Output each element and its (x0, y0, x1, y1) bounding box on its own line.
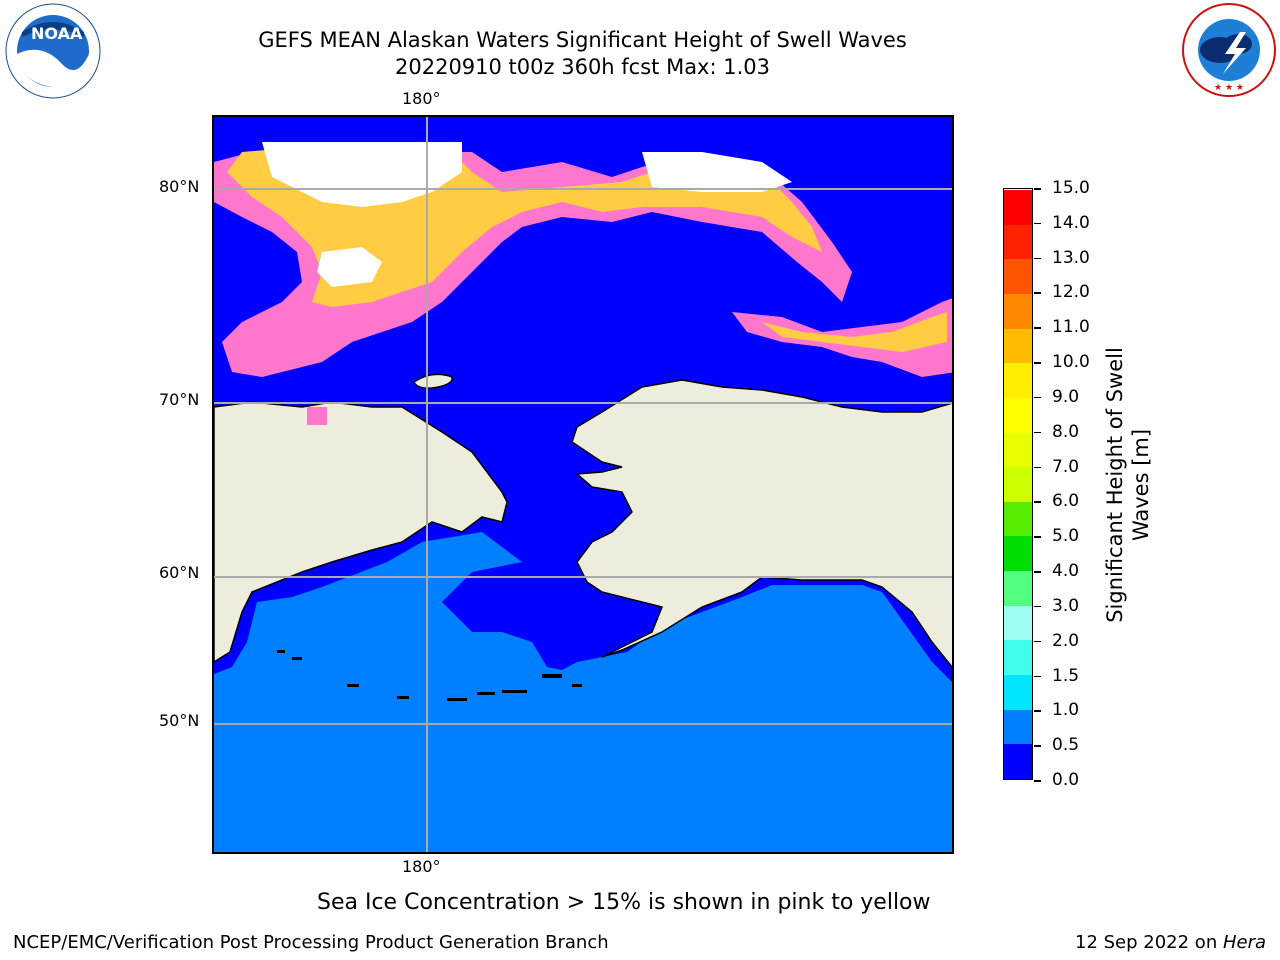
colorbar-segment (1004, 501, 1032, 537)
colorbar-tick-label: 14.0 (1052, 212, 1090, 233)
chart-title: GEFS MEAN Alaskan Waters Significant Hei… (258, 28, 907, 52)
colorbar-tick-label: 8.0 (1052, 421, 1080, 442)
colorbar-tick-mark (1034, 571, 1041, 573)
ocean-dark-patch (442, 562, 582, 667)
aleutian-islands (277, 650, 582, 701)
colorbar-tick-mark (1034, 188, 1041, 190)
nws-logo: ★ ★ ★ (1180, 2, 1278, 98)
colorbar-segment (1004, 639, 1032, 676)
colorbar-tick-label: 13.0 (1052, 247, 1090, 268)
graticule-lines (214, 117, 952, 852)
colorbar-tick-label: 15.0 (1052, 178, 1090, 198)
colorbar-segment (1004, 362, 1032, 398)
colorbar-tick-label: 2.0 (1052, 630, 1080, 651)
colorbar-tick-mark (1034, 396, 1041, 399)
colorbar-tick-mark (1034, 501, 1041, 503)
island-wrangel (413, 373, 453, 389)
colorbar-tick-label: 1.0 (1052, 700, 1080, 721)
colorbar-segment (1004, 466, 1032, 502)
ocean-light-area (214, 532, 952, 852)
footer-credit: NCEP/EMC/Verification Post Processing Pr… (13, 932, 609, 953)
colorbar-title-line1: Significant Height of Swell (1103, 347, 1127, 623)
map-svg (214, 117, 952, 852)
colorbar-tick-mark (1034, 466, 1041, 469)
colorbar-tick-mark (1034, 257, 1041, 260)
noaa-logo: NOAA (2, 2, 104, 100)
colorbar-tick-label: 7.0 (1052, 456, 1080, 477)
colorbar-tick-mark (1034, 710, 1041, 712)
colorbar-tick-label: 3.0 (1052, 595, 1080, 616)
lon-label-top: 180° (402, 89, 441, 108)
colorbar-tick-mark (1034, 292, 1041, 294)
colorbar-segment (1004, 189, 1032, 225)
colorbar-segment (1004, 570, 1032, 606)
colorbar-segment (1004, 605, 1032, 641)
colorbar-tick-mark (1034, 222, 1041, 225)
colorbar-segment (1004, 258, 1032, 294)
colorbar-tick-mark (1034, 605, 1041, 608)
colorbar-tick-mark (1034, 675, 1041, 678)
footer-date: 12 Sep 2022 on Hera (1075, 932, 1266, 953)
lat-label-50n: 50°N (159, 711, 200, 730)
colorbar-tick-label: 5.0 (1052, 526, 1080, 547)
noaa-logo-text: NOAA (31, 24, 83, 43)
footer-host: Hera (1222, 932, 1266, 953)
colorbar-tick-label: 11.0 (1052, 317, 1090, 338)
colorbar-tick-label: 9.0 (1052, 386, 1080, 407)
map-panel (212, 115, 954, 854)
colorbar-tick-mark (1034, 327, 1041, 329)
colorbar-tick-mark (1034, 431, 1041, 434)
colorbar-segment (1004, 432, 1032, 468)
colorbar-segment (1004, 709, 1032, 745)
colorbar-tick-mark (1034, 780, 1041, 782)
land-chukotka (214, 401, 508, 663)
lat-label-70n: 70°N (159, 390, 200, 409)
lat-label-80n: 80°N (159, 177, 200, 196)
lat-label-60n: 60°N (159, 563, 200, 582)
colorbar-segment (1004, 397, 1032, 433)
colorbar-tick-label: 4.0 (1052, 561, 1080, 582)
chart-subtitle: 20220910 t00z 360h fcst Max: 1.03 (395, 55, 770, 79)
land-alaska (571, 379, 952, 669)
lon-label-bottom: 180° (402, 857, 441, 876)
colorbar-tick-mark (1034, 640, 1041, 643)
colorbar-tick-label: 6.0 (1052, 491, 1080, 512)
colorbar (1003, 188, 1033, 780)
colorbar-segment (1004, 743, 1032, 779)
sea-ice-note: Sea Ice Concentration > 15% is shown in … (317, 890, 931, 915)
colorbar-segment (1004, 535, 1032, 572)
colorbar-tick-label: 0.0 (1052, 770, 1080, 790)
sea-ice-field (214, 142, 952, 425)
colorbar-segment (1004, 674, 1032, 710)
colorbar-tick-mark (1034, 362, 1041, 364)
colorbar-title: Significant Height of Swell Waves [m] (1102, 347, 1154, 623)
colorbar-tick-label: 10.0 (1052, 352, 1090, 373)
svg-text:★ ★ ★: ★ ★ ★ (1214, 83, 1244, 93)
colorbar-segment (1004, 328, 1032, 364)
colorbar-tick-label: 0.5 (1052, 735, 1080, 756)
colorbar-tick-label: 12.0 (1052, 282, 1090, 303)
footer-date-text: 12 Sep 2022 on (1075, 932, 1223, 953)
colorbar-title-line2: Waves [m] (1129, 428, 1153, 542)
colorbar-segment (1004, 224, 1032, 260)
colorbar-segment (1004, 293, 1032, 329)
colorbar-tick-mark (1034, 536, 1041, 538)
colorbar-tick-label: 1.5 (1052, 665, 1080, 686)
colorbar-tick-mark (1034, 745, 1041, 747)
